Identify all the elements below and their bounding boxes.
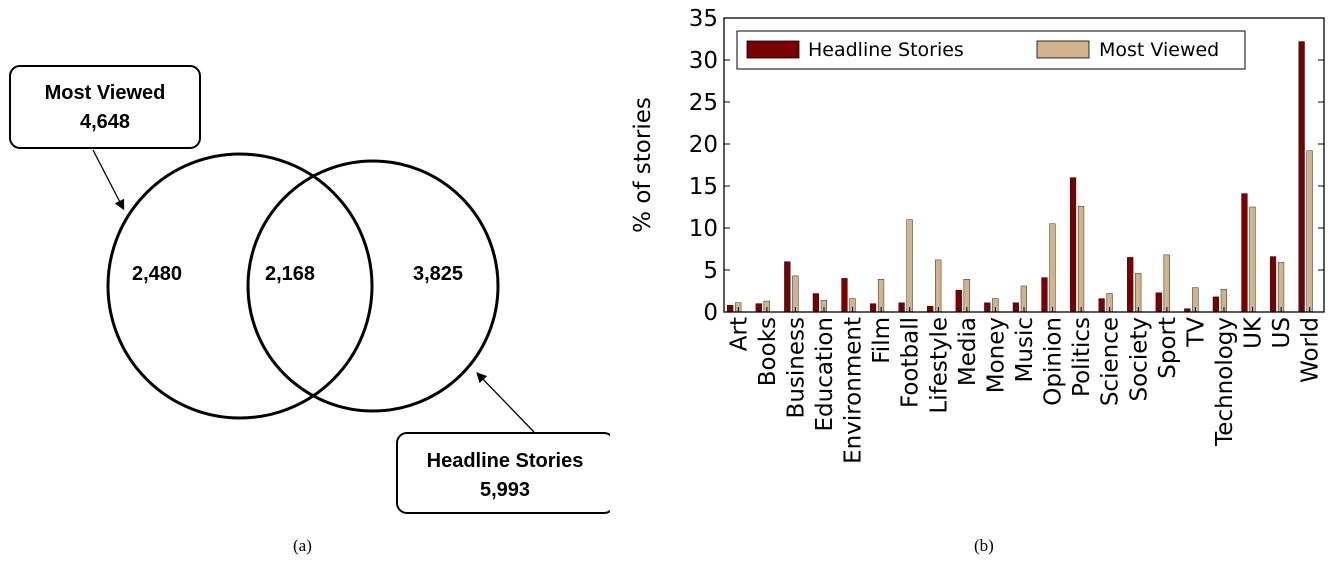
bar-most-viewed-uk (1249, 206, 1256, 313)
legend-swatch-headline (746, 40, 800, 59)
x-tick-label-business: Business (783, 317, 809, 418)
bar-most-viewed-opinion (1049, 223, 1056, 313)
bar-most-viewed-football (906, 219, 913, 313)
intersection-count: 2,168 (265, 263, 315, 285)
bar-headline-world (1298, 41, 1305, 313)
bar-headline-environment (841, 278, 848, 313)
headline-stories-callout-box (396, 432, 610, 514)
bar-most-viewed-politics (1077, 205, 1085, 313)
bar-headline-media (955, 289, 962, 313)
x-tick-label-media: Media (955, 317, 981, 386)
legend-label-headline: Headline Stories (808, 39, 964, 61)
only-headline-count: 3,825 (413, 263, 463, 285)
bar-headline-us (1269, 256, 1277, 313)
bar-chart: 0 5 10 15 20 25 30 35 Art Books Business Education… (630, 6, 1325, 464)
bar-headline-art (727, 305, 734, 313)
x-tick-label-music: Music (1012, 317, 1038, 382)
most-viewed-name: Most Viewed (45, 82, 166, 104)
bar-headline-politics (1069, 177, 1077, 313)
chart-caption: (b) (974, 536, 994, 555)
x-tick-label-us: US (1269, 317, 1295, 348)
bar-most-viewed-society (1135, 273, 1142, 313)
y-tick-label: 15 (689, 174, 718, 200)
x-tick-label-lifestyle: Lifestyle (926, 317, 952, 414)
x-tick-label-technology: Technology (1212, 317, 1238, 447)
y-tick-label: 30 (689, 48, 718, 74)
venn-caption: (a) (293, 536, 312, 555)
x-tick-label-environment: Environment (841, 317, 867, 464)
x-tick-label-art: Art (726, 317, 752, 351)
bar-headline-sport (1155, 292, 1162, 313)
bar-headline-technology (1212, 296, 1220, 313)
bar-headline-science (1098, 298, 1105, 313)
most-viewed-total: 4,648 (80, 111, 130, 133)
bar-headline-film (869, 303, 877, 313)
bar-headline-books (755, 303, 762, 313)
x-tick-label-money: Money (983, 317, 1009, 393)
y-axis-label: % of stories (630, 97, 656, 233)
bar-headline-lifestyle (927, 305, 934, 313)
x-tick-label-opinion: Opinion (1041, 317, 1067, 406)
legend-label-most-viewed: Most Viewed (1099, 39, 1219, 61)
x-tick-label-world: World (1298, 317, 1324, 383)
headline-stories-arrow (476, 372, 535, 433)
legend-swatch-most-viewed (1036, 40, 1090, 59)
y-tick-label: 0 (703, 300, 718, 326)
bar-most-viewed-world (1306, 150, 1313, 313)
bar-most-viewed-us (1277, 262, 1285, 313)
bar-headline-society (1127, 257, 1134, 313)
bar-headline-music (1012, 302, 1020, 313)
x-tick-label-science: Science (1098, 317, 1124, 406)
y-tick-label: 5 (703, 258, 718, 284)
x-tick-label-politics: Politics (1069, 317, 1095, 397)
headline-stories-name: Headline Stories (427, 450, 584, 472)
x-tick-label-society: Society (1126, 317, 1152, 402)
y-tick-label: 35 (689, 6, 718, 32)
plot-frame (723, 17, 1325, 313)
y-tick-label: 10 (689, 216, 718, 242)
venn-diagram: Most Viewed 4,648 Headline Stories 5,993… (9, 65, 610, 514)
most-viewed-arrow (92, 149, 125, 211)
legend-box (736, 30, 1246, 70)
bar-most-viewed-business (792, 275, 799, 313)
x-tick-label-football: Football (898, 317, 924, 408)
y-tick-label: 25 (689, 90, 718, 116)
headline-stories-total: 5,993 (480, 479, 530, 501)
y-axis: 0 5 10 15 20 25 30 35 (689, 6, 1324, 326)
most-viewed-circle (106, 152, 374, 420)
bar-headline-opinion (1041, 277, 1048, 313)
x-tick-label-film: Film (869, 317, 895, 364)
x-tick-label-uk: UK (1241, 316, 1267, 349)
x-axis: Art Books Business Education Environment Film… (726, 307, 1324, 464)
y-tick-label: 20 (689, 132, 718, 158)
only-most-viewed-count: 2,480 (132, 263, 182, 285)
bar-headline-football (898, 302, 905, 313)
bar-headline-uk (1241, 193, 1248, 313)
x-tick-label-sport: Sport (1155, 317, 1181, 379)
bar-most-viewed-lifestyle (935, 259, 942, 313)
bar-headline-business (784, 261, 791, 313)
x-tick-label-books: Books (755, 317, 781, 386)
x-tick-label-tv: TV (1183, 317, 1209, 348)
x-tick-label-education: Education (812, 317, 838, 432)
bar-headline-education (812, 293, 820, 313)
bar-headline-money (984, 302, 991, 313)
legend: Headline Stories Most Viewed (736, 30, 1246, 70)
most-viewed-callout-box (9, 65, 201, 149)
bar-series (727, 41, 1313, 313)
bar-most-viewed-sport (1163, 254, 1170, 313)
headline-stories-circle (246, 159, 500, 413)
